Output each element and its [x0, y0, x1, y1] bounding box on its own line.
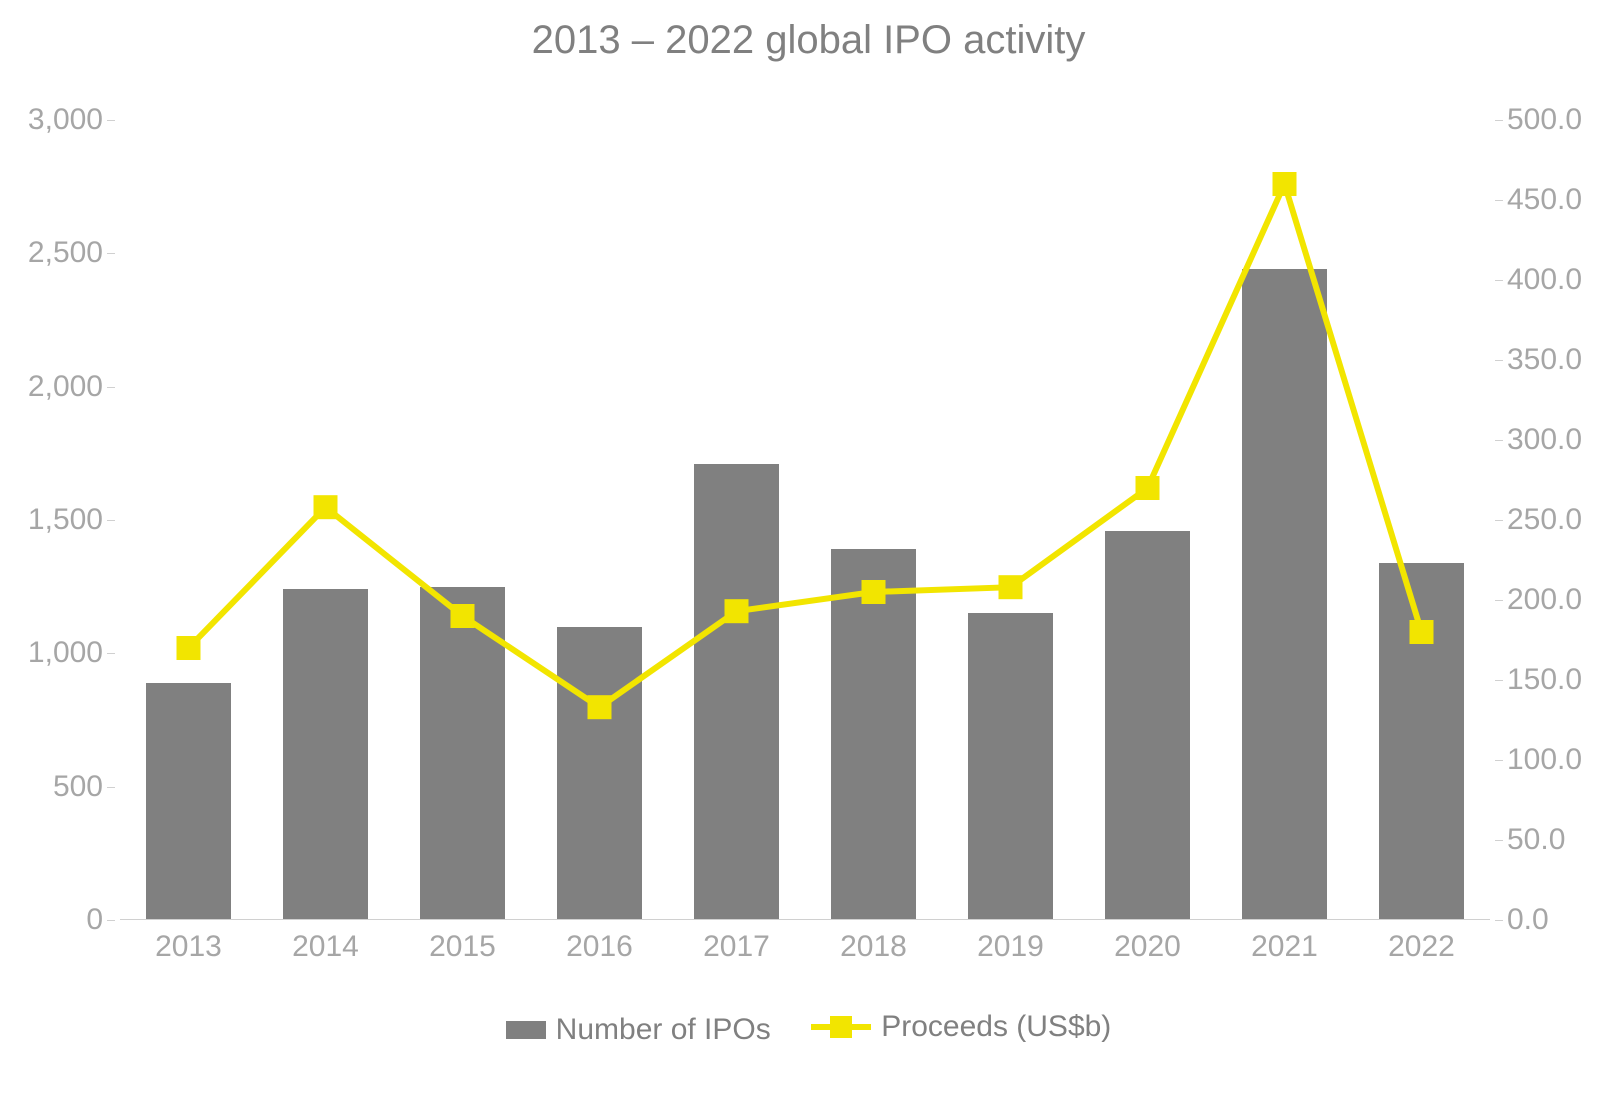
legend-item-line: Proceeds (US$b) — [811, 1010, 1111, 1044]
y-left-tick-label: 2,000 — [28, 370, 103, 404]
x-tick-label: 2018 — [840, 930, 907, 964]
legend: Number of IPOs Proceeds (US$b) — [0, 1010, 1617, 1047]
bar — [694, 464, 779, 920]
x-tick-label: 2014 — [292, 930, 359, 964]
y-left-tick-mark — [107, 120, 115, 121]
y-right-tick-mark — [1495, 440, 1503, 441]
y-left-tick-label: 500 — [53, 770, 103, 804]
y-right-tick-label: 500.0 — [1507, 103, 1582, 137]
y-right-tick-label: 300.0 — [1507, 423, 1582, 457]
y-left-tick-mark — [107, 253, 115, 254]
y-right-tick-label: 250.0 — [1507, 503, 1582, 537]
x-tick-label: 2020 — [1114, 930, 1181, 964]
y-axis-left: 05001,0001,5002,0002,5003,000 — [0, 120, 115, 920]
x-tick-label: 2021 — [1251, 930, 1318, 964]
y-right-tick-label: 400.0 — [1507, 263, 1582, 297]
y-axis-right: 0.050.0100.0150.0200.0250.0300.0350.0400… — [1495, 120, 1615, 920]
bar — [420, 587, 505, 920]
x-tick-label: 2022 — [1388, 930, 1455, 964]
bar — [1105, 531, 1190, 920]
y-left-tick-label: 1,500 — [28, 503, 103, 537]
y-left-tick-label: 1,000 — [28, 636, 103, 670]
bar — [557, 627, 642, 920]
x-tick-label: 2016 — [566, 930, 633, 964]
y-right-tick-label: 0.0 — [1507, 903, 1549, 937]
x-tick-label: 2017 — [703, 930, 770, 964]
bar — [831, 549, 916, 920]
y-right-tick-mark — [1495, 680, 1503, 681]
x-tick-label: 2019 — [977, 930, 1044, 964]
bar — [968, 613, 1053, 920]
y-left-tick-mark — [107, 653, 115, 654]
y-left-tick-label: 0 — [86, 903, 103, 937]
ipo-activity-chart: 2013 – 2022 global IPO activity 0 500 1,00… — [0, 0, 1617, 1104]
legend-line-swatch — [811, 1015, 871, 1039]
y-right-tick-mark — [1495, 760, 1503, 761]
y-right-tick-label: 150.0 — [1507, 663, 1582, 697]
bar — [1379, 563, 1464, 920]
y-left-tick-mark — [107, 787, 115, 788]
y-right-tick-mark — [1495, 280, 1503, 281]
y-right-tick-mark — [1495, 600, 1503, 601]
x-axis-labels: 2013 2014 2015 2016 2017 2018 2019 2020 2021 2022 — [120, 930, 1490, 970]
bar — [146, 683, 231, 920]
y-left-tick-label: 3,000 — [28, 103, 103, 137]
legend-item-bars: Number of IPOs — [506, 1013, 771, 1047]
bar — [1242, 269, 1327, 920]
x-tick-label: 2015 — [429, 930, 496, 964]
bars-group — [120, 120, 1490, 920]
legend-line-label: Proceeds (US$b) — [881, 1010, 1111, 1044]
legend-bar-label: Number of IPOs — [556, 1013, 771, 1047]
y-right-tick-mark — [1495, 840, 1503, 841]
plot-area — [120, 120, 1490, 920]
y-left-tick-mark — [107, 387, 115, 388]
x-tick-label: 2013 — [155, 930, 222, 964]
y-right-tick-mark — [1495, 200, 1503, 201]
y-right-tick-label: 50.0 — [1507, 823, 1565, 857]
y-left-tick-mark — [107, 920, 115, 921]
legend-bar-swatch — [506, 1021, 546, 1039]
y-right-tick-mark — [1495, 360, 1503, 361]
y-right-tick-mark — [1495, 920, 1503, 921]
y-right-tick-mark — [1495, 120, 1503, 121]
y-left-tick-mark — [107, 520, 115, 521]
bar — [283, 589, 368, 920]
y-right-tick-label: 350.0 — [1507, 343, 1582, 377]
y-right-tick-mark — [1495, 520, 1503, 521]
x-axis-baseline — [120, 919, 1490, 920]
chart-title: 2013 – 2022 global IPO activity — [0, 18, 1617, 63]
y-right-tick-label: 100.0 — [1507, 743, 1582, 777]
y-right-tick-label: 200.0 — [1507, 583, 1582, 617]
y-right-tick-label: 450.0 — [1507, 183, 1582, 217]
y-left-tick-label: 2,500 — [28, 236, 103, 270]
